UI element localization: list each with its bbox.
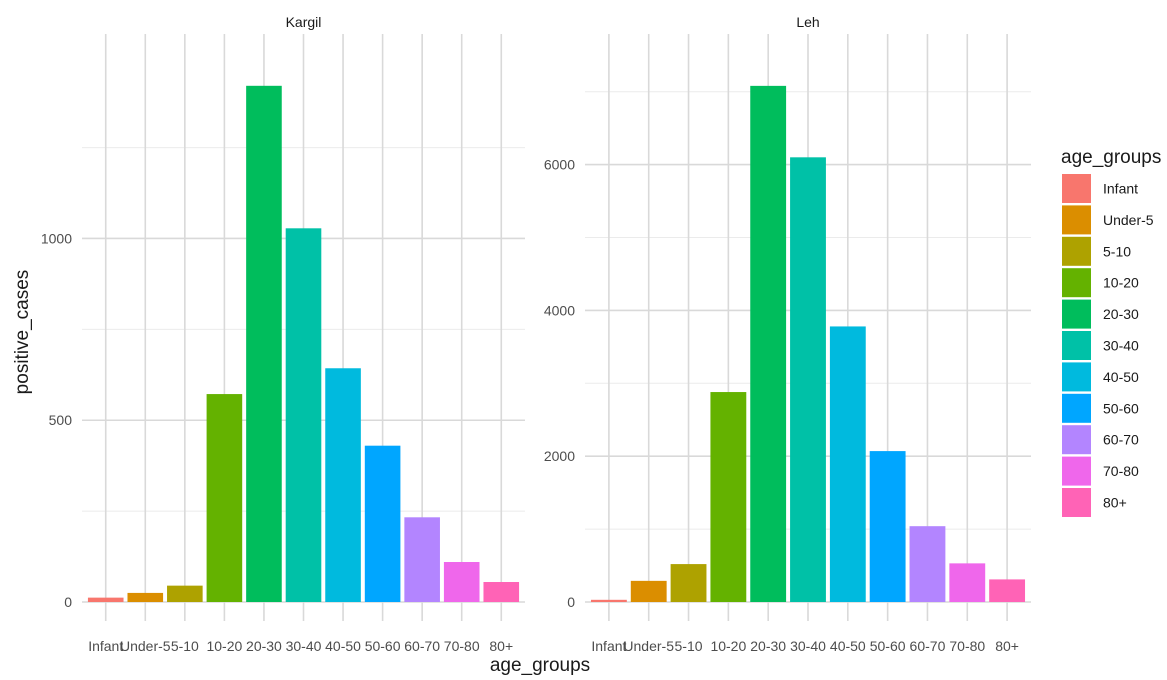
- legend-key: [1062, 488, 1091, 517]
- legend-item: Under-5: [1062, 205, 1154, 235]
- y-tick-label: 1000: [41, 230, 72, 246]
- panel-title: Leh: [796, 14, 819, 30]
- x-tick-label: 70-80: [444, 638, 480, 654]
- x-tick-label: Under-5: [623, 638, 674, 654]
- legend-key: [1062, 299, 1091, 329]
- legend-key: [1062, 205, 1091, 235]
- legend-label: 70-80: [1103, 463, 1139, 479]
- x-tick-label: 30-40: [790, 638, 826, 654]
- legend-item: 50-60: [1062, 393, 1139, 423]
- x-tick-label: 40-50: [830, 638, 866, 654]
- x-tick-label: 80+: [995, 638, 1019, 654]
- legend-label: Under-5: [1103, 212, 1154, 228]
- x-axis-title: age_groups: [490, 655, 590, 675]
- bar-80+: [483, 582, 520, 602]
- y-tick-label: 6000: [544, 157, 575, 173]
- y-tick-label: 0: [64, 594, 72, 610]
- legend-key: [1062, 268, 1091, 298]
- y-tick-label: 2000: [544, 448, 575, 464]
- legend-label: 40-50: [1103, 369, 1139, 385]
- legend-key: [1062, 393, 1091, 423]
- bar-5-10: [167, 585, 203, 602]
- legend-key: [1062, 362, 1091, 392]
- legend-label: Infant: [1103, 181, 1138, 197]
- bar-40-50: [829, 326, 866, 602]
- bar-60-70: [404, 517, 440, 602]
- x-tick-label: 60-70: [404, 638, 440, 654]
- x-tick-label: 20-30: [246, 638, 282, 654]
- x-tick-label: 50-60: [870, 638, 906, 654]
- legend-label: 10-20: [1103, 275, 1139, 291]
- bar-20-30: [750, 85, 787, 602]
- bar-under-5: [630, 580, 667, 602]
- x-tick-label: Infant: [591, 638, 626, 654]
- legend-key: [1062, 425, 1091, 455]
- bar-30-40: [285, 228, 322, 602]
- x-tick-label: 20-30: [750, 638, 786, 654]
- x-tick-label: 70-80: [949, 638, 985, 654]
- panel-title: Kargil: [286, 14, 322, 30]
- y-axis-title: positive_cases: [12, 270, 33, 395]
- legend-key: [1062, 174, 1091, 203]
- bar-50-60: [364, 445, 401, 602]
- bar-80+: [989, 579, 1026, 602]
- legend-key: [1062, 456, 1091, 486]
- bar-40-50: [325, 368, 361, 602]
- bar-under-5: [127, 592, 164, 602]
- legend-label: 50-60: [1103, 400, 1139, 416]
- x-tick-label: 10-20: [710, 638, 746, 654]
- bar-60-70: [909, 526, 946, 602]
- x-tick-label: 5-10: [675, 638, 703, 654]
- y-tick-label: 500: [49, 412, 73, 428]
- bar-70-80: [443, 562, 480, 602]
- x-tick-label: 50-60: [365, 638, 401, 654]
- legend-label: 80+: [1103, 495, 1127, 511]
- y-tick-label: 4000: [544, 302, 575, 318]
- legend-item: 20-30: [1062, 299, 1139, 329]
- legend-items: Infant Under-5 5-10 10-20 20-30 30-40 40-50 50-…: [1062, 174, 1154, 517]
- legend-item: Infant: [1062, 174, 1138, 203]
- x-tick-label: 10-20: [206, 638, 242, 654]
- legend-item: 60-70: [1062, 425, 1139, 455]
- legend-item: 70-80: [1062, 456, 1139, 486]
- legend-key: [1062, 331, 1091, 360]
- bar-infant: [87, 597, 124, 602]
- bar-50-60: [869, 451, 906, 602]
- y-tick-label: 0: [567, 594, 575, 610]
- x-tick-label: 40-50: [325, 638, 361, 654]
- legend-item: 80+: [1062, 488, 1127, 517]
- legend: age_groups Infant Under-5 5-10 10-20 20-30 30…: [1061, 147, 1161, 517]
- x-tick-label: 60-70: [910, 638, 946, 654]
- legend-item: 40-50: [1062, 362, 1139, 392]
- legend-label: 60-70: [1103, 432, 1139, 448]
- x-tick-label: 5-10: [171, 638, 199, 654]
- x-tick-label: Infant: [88, 638, 123, 654]
- legend-label: 5-10: [1103, 243, 1131, 259]
- x-tick-label: Under-5: [120, 638, 171, 654]
- bar-10-20: [206, 394, 243, 602]
- legend-item: 30-40: [1062, 331, 1139, 360]
- legend-item: 10-20: [1062, 268, 1139, 298]
- bar-20-30: [246, 85, 282, 603]
- bar-5-10: [670, 564, 707, 602]
- legend-item: 5-10: [1062, 236, 1131, 266]
- x-tick-label: 30-40: [286, 638, 322, 654]
- bar-70-80: [949, 563, 986, 602]
- legend-label: 20-30: [1103, 306, 1139, 322]
- bar-10-20: [710, 392, 747, 602]
- legend-title: age_groups: [1061, 147, 1161, 168]
- legend-label: 30-40: [1103, 338, 1139, 354]
- legend-key: [1062, 236, 1091, 266]
- bar-30-40: [790, 157, 826, 602]
- x-tick-label: 80+: [489, 638, 513, 654]
- bar-infant: [590, 599, 627, 602]
